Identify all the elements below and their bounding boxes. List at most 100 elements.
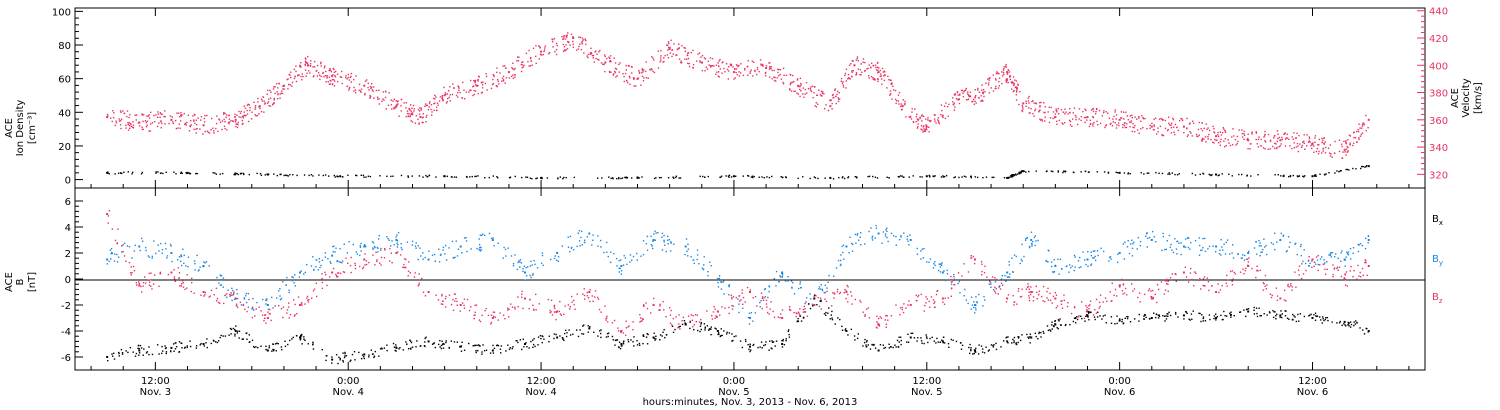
- by-point: [285, 284, 287, 286]
- bx-point: [224, 335, 227, 337]
- by-point: [609, 261, 612, 264]
- velocity-point: [1015, 90, 1018, 92]
- velocity-point: [555, 48, 558, 51]
- density-point: [427, 175, 429, 178]
- velocity-point: [835, 95, 837, 98]
- velocity-point: [336, 80, 339, 83]
- bx-point: [941, 340, 944, 343]
- velocity-point: [779, 73, 781, 76]
- velocity-point: [883, 75, 885, 77]
- velocity-point: [295, 65, 297, 67]
- by-point: [303, 273, 305, 275]
- bx-point: [581, 333, 583, 335]
- bz-point: [886, 315, 888, 317]
- velocity-point: [1101, 115, 1104, 117]
- bz-point: [1160, 281, 1163, 283]
- bx-point: [732, 339, 734, 342]
- by-point: [411, 244, 414, 246]
- by-point: [868, 230, 870, 233]
- velocity-point: [1247, 139, 1250, 142]
- bz-point: [1298, 274, 1300, 276]
- bx-point: [456, 341, 459, 343]
- by-point: [855, 242, 857, 244]
- velocity-point: [202, 133, 204, 135]
- velocity-point: [345, 76, 347, 79]
- bz-point: [184, 288, 186, 291]
- bx-point: [725, 333, 728, 335]
- bz-point: [418, 282, 421, 284]
- by-point: [1087, 265, 1089, 268]
- velocity-point: [271, 104, 274, 106]
- bz-point: [191, 277, 193, 280]
- velocity-point: [406, 112, 409, 115]
- velocity-point: [1301, 144, 1304, 147]
- velocity-point: [438, 100, 441, 102]
- velocity-point: [150, 111, 152, 114]
- bz-point: [1264, 285, 1266, 287]
- velocity-point: [409, 104, 412, 106]
- velocity-point: [1345, 142, 1347, 144]
- density-point: [752, 176, 754, 179]
- velocity-point: [790, 81, 792, 84]
- bz-point: [925, 302, 927, 304]
- velocity-point: [641, 68, 644, 70]
- by-point: [395, 239, 398, 241]
- velocity-point: [527, 60, 529, 63]
- velocity-point: [490, 87, 493, 90]
- by-point: [908, 244, 910, 246]
- bz-point: [639, 317, 642, 319]
- by-point: [373, 245, 376, 248]
- bx-point: [265, 345, 267, 348]
- bz-point: [1245, 267, 1247, 269]
- velocity-point: [1072, 112, 1075, 114]
- by-point: [845, 245, 848, 248]
- velocity-point: [788, 88, 791, 90]
- bz-point: [923, 310, 925, 312]
- bz-point: [588, 291, 591, 293]
- by-point: [220, 284, 223, 286]
- velocity-point: [835, 102, 837, 105]
- velocity-point: [408, 107, 410, 110]
- density-point: [179, 172, 182, 174]
- velocity-point: [1050, 106, 1052, 109]
- velocity-point: [1167, 116, 1170, 118]
- by-point: [197, 270, 200, 272]
- bx-point: [394, 349, 396, 352]
- bz-point: [905, 307, 907, 309]
- velocity-point: [184, 122, 187, 125]
- density-point: [1123, 172, 1126, 174]
- by-point: [737, 298, 739, 300]
- velocity-point: [1306, 134, 1308, 136]
- velocity-point: [417, 118, 419, 121]
- bx-point: [664, 336, 666, 339]
- velocity-point: [1011, 82, 1014, 84]
- bz-point: [1126, 294, 1128, 296]
- velocity-point: [870, 75, 873, 78]
- by-point: [1218, 253, 1221, 255]
- velocity-point: [508, 77, 511, 79]
- velocity-point: [957, 98, 959, 101]
- by-point: [982, 305, 984, 307]
- velocity-point: [326, 77, 328, 79]
- velocity-point: [660, 55, 662, 57]
- bz-point: [1169, 277, 1172, 279]
- bx-point: [492, 344, 494, 347]
- velocity-point: [312, 66, 314, 68]
- velocity-point: [1325, 146, 1327, 149]
- bz-point: [1019, 296, 1022, 298]
- bx-point: [442, 347, 445, 349]
- bx-point: [453, 341, 456, 343]
- velocity-point: [1237, 140, 1239, 143]
- bz-point: [1028, 288, 1031, 290]
- velocity-point: [433, 102, 435, 105]
- bz-point: [1078, 315, 1080, 317]
- velocity-point: [505, 77, 508, 79]
- velocity-point: [1181, 118, 1183, 120]
- bz-point: [796, 312, 798, 315]
- velocity-point: [1323, 137, 1325, 139]
- density-point: [1340, 170, 1342, 172]
- bz-point: [130, 266, 132, 268]
- velocity-point: [260, 98, 263, 101]
- velocity-point: [779, 68, 782, 71]
- velocity-point: [521, 64, 523, 66]
